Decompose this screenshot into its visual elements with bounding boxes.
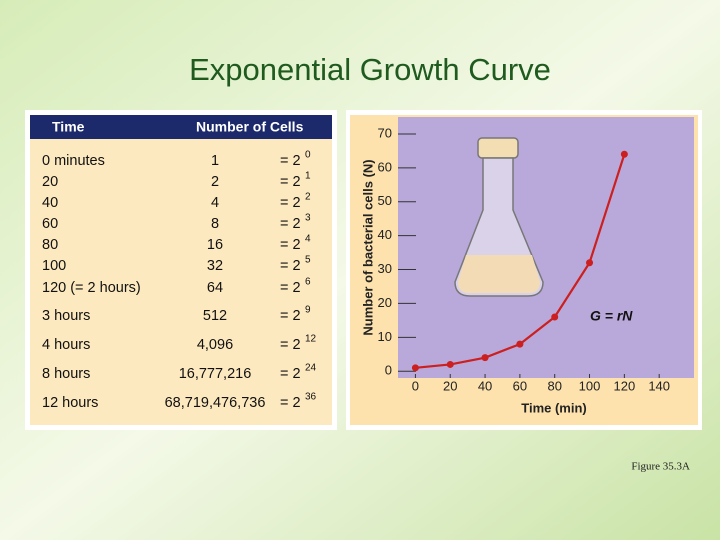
point (551, 313, 559, 321)
flask (454, 137, 544, 297)
power-cell: = 2 (280, 366, 301, 382)
cells-cell: 64 (207, 280, 223, 296)
power-cell: = 2 (280, 237, 301, 253)
power-cell: = 2 (280, 174, 301, 190)
y-tick-label: 10 (378, 329, 392, 344)
y-tick-label: 50 (378, 193, 392, 208)
point (586, 259, 594, 267)
chart-panel (346, 110, 702, 430)
exponent-cell: 6 (305, 277, 311, 288)
exponent-cell: 24 (305, 363, 317, 374)
point (411, 364, 419, 372)
y-tick-label: 0 (385, 363, 392, 378)
cells-cell: 512 (203, 308, 227, 324)
x-tick-label: 140 (648, 378, 670, 393)
caption: Figure 35.3A (631, 461, 690, 473)
cells-cell: 68,719,476,736 (165, 395, 266, 411)
exponent-cell: 3 (305, 213, 311, 224)
time-cell: 12 hours (42, 395, 98, 411)
x-tick-label: 0 (412, 378, 419, 393)
header-time: Time (52, 119, 85, 135)
cells-cell: 16 (207, 237, 223, 253)
exponent-cell: 36 (305, 392, 317, 403)
power-cell: = 2 (280, 395, 301, 411)
time-cell: 4 hours (42, 337, 90, 353)
point (481, 354, 489, 362)
point (446, 360, 454, 368)
y-tick-label: 70 (378, 125, 392, 140)
power-cell: = 2 (280, 337, 301, 353)
power-cell: = 2 (280, 308, 301, 324)
x-tick-label: 20 (443, 378, 457, 393)
exponent-cell: 5 (305, 255, 311, 266)
point (516, 340, 524, 348)
power-cell: = 2 (280, 258, 301, 274)
exponent-cell: 2 (305, 192, 311, 203)
slide-title: Exponential Growth Curve (189, 52, 551, 87)
cells-cell: 4,096 (197, 337, 233, 353)
table-panel: Time Number of Cells (25, 110, 337, 430)
time-cell: 100 (42, 258, 66, 274)
cells-cell: 8 (211, 216, 219, 232)
time-cell: 60 (42, 216, 58, 232)
time-cell: 120 (= 2 hours) (42, 280, 141, 296)
x-tick-label: 80 (547, 378, 561, 393)
power-cell: = 2 (280, 280, 301, 296)
plot-area (398, 117, 694, 378)
cells-cell: 32 (207, 258, 223, 274)
time-cell: 0 minutes (42, 153, 105, 169)
series (411, 150, 628, 372)
exponent-cell: 4 (305, 234, 311, 245)
y-tick-label: 40 (378, 227, 392, 242)
exponent-cell: 12 (305, 334, 317, 345)
exponent-cell: 9 (305, 305, 311, 316)
cells-cell: 1 (211, 153, 219, 169)
header-cells: Number of Cells (196, 119, 304, 135)
x-tick-label: 40 (478, 378, 492, 393)
exponent-cell: 1 (305, 171, 311, 182)
y-tick-label: 60 (378, 159, 392, 174)
cells-cell: 4 (211, 195, 219, 211)
time-cell: 80 (42, 237, 58, 253)
y-tick-label: 20 (378, 295, 392, 310)
exponent-cell: 0 (305, 150, 311, 161)
x-axis-label: Time (min) (521, 400, 587, 415)
time-cell: 8 hours (42, 366, 90, 382)
power-cell: = 2 (280, 153, 301, 169)
y-axis-label: Number of bacterial cells (N) (360, 159, 375, 335)
annotation: G = rN (590, 308, 633, 324)
time-cell: 20 (42, 174, 58, 190)
table-header (30, 115, 332, 139)
x-tick-label: 120 (614, 378, 636, 393)
x-tick-label: 60 (513, 378, 527, 393)
power-cell: = 2 (280, 195, 301, 211)
point (620, 150, 628, 158)
cells-cell: 2 (211, 174, 219, 190)
power-cell: = 2 (280, 216, 301, 232)
y-tick-label: 30 (378, 261, 392, 276)
x-tick-label: 100 (579, 378, 601, 393)
cells-cell: 16,777,216 (179, 366, 252, 382)
time-cell: 3 hours (42, 308, 90, 324)
table-body (30, 115, 332, 425)
time-cell: 40 (42, 195, 58, 211)
